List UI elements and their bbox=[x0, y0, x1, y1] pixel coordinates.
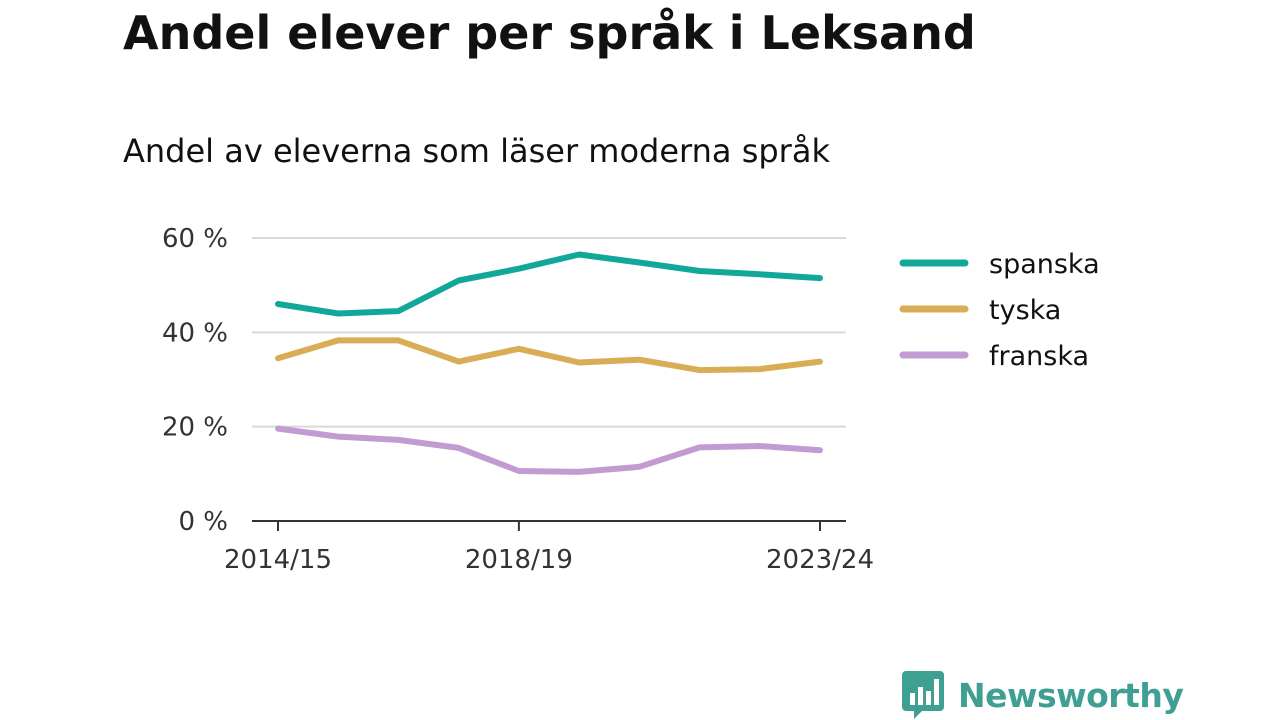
gridlines bbox=[252, 237, 846, 428]
chart-title: Andel elever per språk i Leksand bbox=[123, 6, 976, 60]
newsworthy-logo: Newsworthy bbox=[902, 671, 1184, 719]
series-line-tyska bbox=[275, 337, 823, 374]
series-line-spanska bbox=[275, 251, 823, 317]
legend-label-spanska: spanska bbox=[989, 249, 1100, 280]
series-line-franska bbox=[275, 425, 823, 475]
chart-subtitle: Andel av eleverna som läser moderna språ… bbox=[123, 132, 830, 170]
x-tick-label: 2018/19 bbox=[465, 545, 573, 575]
y-tick-label: 40 % bbox=[162, 318, 228, 348]
series-lines bbox=[275, 251, 823, 475]
legend: spanska tyska franska bbox=[899, 249, 1100, 372]
legend-label-franska: franska bbox=[989, 341, 1089, 372]
y-tick-label: 20 % bbox=[162, 413, 228, 443]
y-tick-label: 0 % bbox=[178, 507, 228, 537]
y-tick-label: 60 % bbox=[162, 224, 228, 254]
newsworthy-logo-icon bbox=[902, 671, 944, 719]
x-tick-label: 2014/15 bbox=[224, 545, 332, 575]
brand-name: Newsworthy bbox=[958, 675, 1184, 715]
legend-label-tyska: tyska bbox=[989, 295, 1061, 326]
axes: 0 % 20 % 40 % 60 % 2014/15 2018/19 2023/24 bbox=[162, 224, 874, 575]
x-tick-label: 2023/24 bbox=[766, 545, 874, 575]
